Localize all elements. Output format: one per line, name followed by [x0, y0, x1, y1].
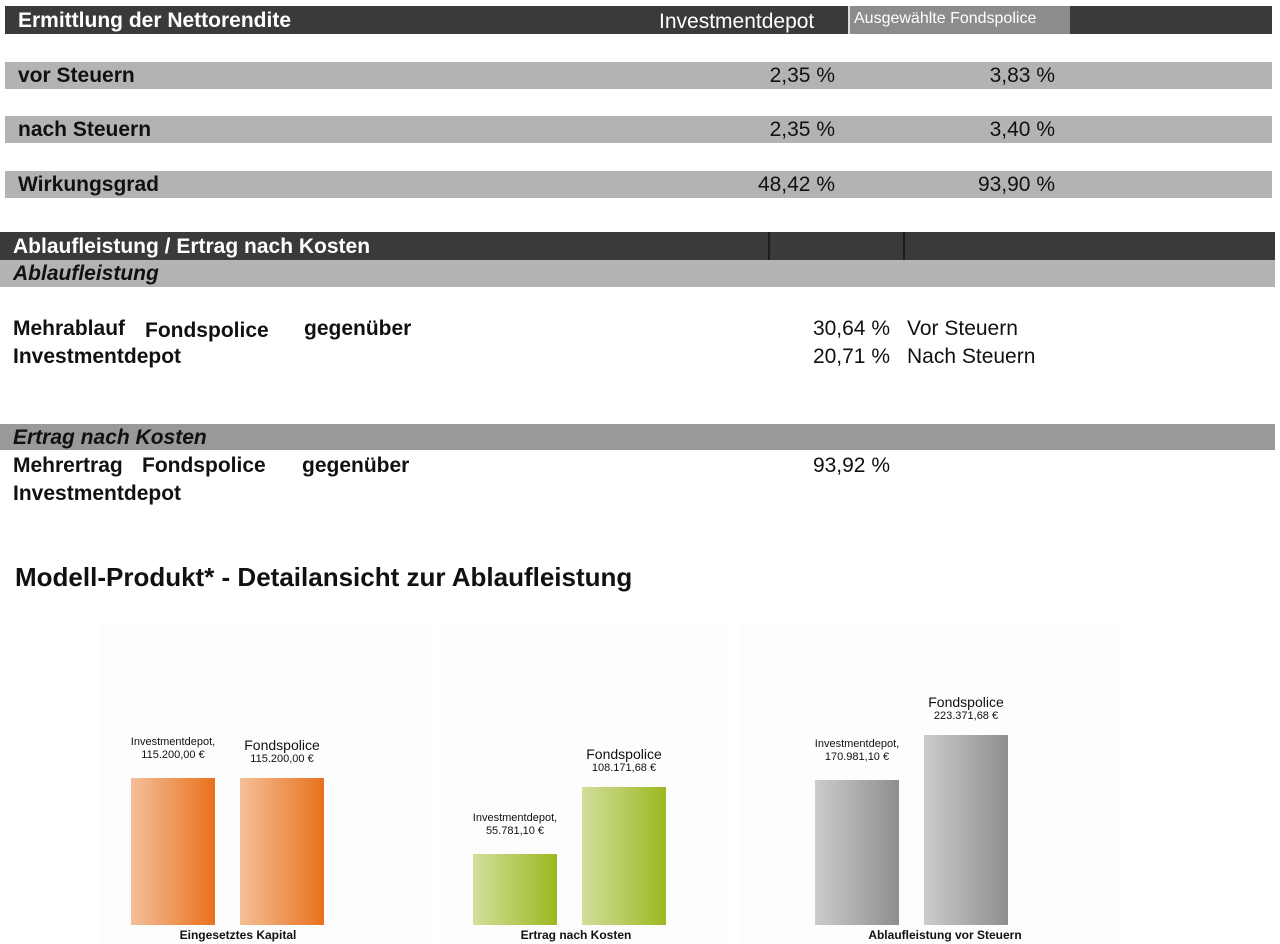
nettorendite-header: Ermittlung der Nettorendite Investmentde…	[5, 6, 1272, 34]
mehrablauf-vor-text: Vor Steuern	[907, 317, 1018, 340]
mehrablauf-label: Mehrablauf Fondspolice gegenüber Investm…	[13, 317, 513, 373]
chart-bar	[582, 787, 666, 925]
chart-bar-label: Investmentdepot, 170.981,10 €	[787, 738, 927, 764]
row-wirkungsgrad: Wirkungsgrad 48,42 % 93,90 %	[5, 171, 1272, 198]
nettorendite-title: Ermittlung der Nettorendite	[18, 9, 292, 32]
chart-bar-label: Investmentdepot, 55.781,10 €	[445, 812, 585, 838]
chart-bar	[924, 735, 1008, 925]
mehrertrag-word: Mehrertrag	[13, 454, 123, 477]
row-value-investmentdepot: 2,35 %	[769, 118, 835, 141]
mehrertrag-fondspolice: Fondspolice	[142, 454, 266, 477]
column-header-fondspolice-box: Ausgewählte Fondspolice	[848, 6, 1070, 34]
column-header-investmentdepot: Investmentdepot	[659, 10, 815, 33]
header-divider	[768, 232, 770, 260]
chart-bar-value-label: 223.371,68 €	[933, 710, 999, 722]
detail-title: Modell-Produkt* - Detailansicht zur Abla…	[15, 562, 633, 592]
section-title: Ertrag nach Kosten	[13, 426, 207, 449]
chart-category-title: Ertrag nach Kosten	[520, 928, 632, 942]
mehrablauf-gegenueber: gegenüber	[304, 317, 412, 340]
chart-bar-series-label: Investmentdepot,	[472, 812, 558, 824]
chart-bar-value-label: 108.171,68 €	[591, 762, 657, 774]
row-nach-steuern: nach Steuern 2,35 % 3,40 %	[5, 116, 1272, 143]
chart-bar-series-label: Fondspolice	[928, 694, 1004, 710]
chart-bar-series-label: Investmentdepot,	[814, 738, 900, 750]
row-label: Wirkungsgrad	[18, 173, 159, 196]
mehrertrag-investmentdepot: Investmentdepot	[13, 482, 182, 505]
chart-bar-value-label: 115.200,00 €	[141, 749, 205, 761]
row-value-fondspolice: 3,83 %	[989, 64, 1055, 87]
column-header-fondspolice: Ausgewählte Fondspolice	[854, 10, 1037, 27]
ablauf-header: Ablaufleistung / Ertrag nach Kosten	[0, 232, 1275, 260]
row-value-fondspolice: 3,40 %	[989, 118, 1055, 141]
chart-bar-value-label: 115.200,00 €	[250, 753, 314, 765]
chart-bar-value-label: 55.781,10 €	[485, 825, 545, 837]
row-vor-steuern: vor Steuern 2,35 % 3,83 %	[5, 62, 1272, 89]
mehrablauf-word: Mehrablauf	[13, 317, 126, 340]
mehrablauf-nach-value: 20,71 %	[812, 345, 890, 368]
row-label: vor Steuern	[18, 64, 135, 87]
row-value-fondspolice: 93,90 %	[977, 173, 1055, 196]
chart-bar	[131, 778, 215, 925]
chart-bar	[240, 778, 324, 925]
section-ertrag-nach-kosten: Ertrag nach Kosten	[0, 424, 1275, 450]
row-label: nach Steuern	[18, 118, 152, 141]
chart-bar-series-label: Fondspolice	[586, 746, 662, 762]
chart-bar-value-label: 170.981,10 €	[824, 751, 890, 763]
header-divider	[903, 232, 905, 260]
mehrertrag-label: Mehrertrag Fondspolice gegenüber Investm…	[13, 454, 513, 510]
chart-category-title: Ablaufleistung vor Steuern	[868, 928, 1022, 942]
chart-bar	[815, 780, 899, 925]
chart-bar-label: Fondspolice 108.171,68 €	[554, 747, 694, 775]
mehrertrag-value: 93,92 %	[812, 454, 890, 477]
chart-bar-label: Fondspolice 223.371,68 €	[896, 695, 1036, 723]
mehrertrag-gegenueber: gegenüber	[302, 454, 410, 477]
chart-bar-series-label: Fondspolice	[244, 737, 320, 753]
ablauf-title: Ablaufleistung / Ertrag nach Kosten	[13, 235, 371, 258]
row-value-investmentdepot: 2,35 %	[769, 64, 835, 87]
mehrablauf-nach-text: Nach Steuern	[907, 345, 1036, 368]
chart-bar-series-label: Investmentdepot,	[130, 736, 216, 748]
chart-bar	[473, 854, 557, 925]
mehrablauf-vor-value: 30,64 %	[812, 317, 890, 340]
mehrablauf-fondspolice: Fondspolice	[145, 319, 269, 342]
chart-category-title: Eingesetztes Kapital	[179, 928, 297, 942]
chart-bar-label: Investmentdepot, 115.200,00 €	[103, 736, 243, 762]
section-title: Ablaufleistung	[13, 262, 159, 285]
chart-bar-label: Fondspolice 115.200,00 €	[212, 738, 352, 766]
mehrablauf-investmentdepot: Investmentdepot	[13, 345, 182, 368]
row-value-investmentdepot: 48,42 %	[757, 173, 835, 196]
section-ablaufleistung: Ablaufleistung	[0, 260, 1275, 287]
